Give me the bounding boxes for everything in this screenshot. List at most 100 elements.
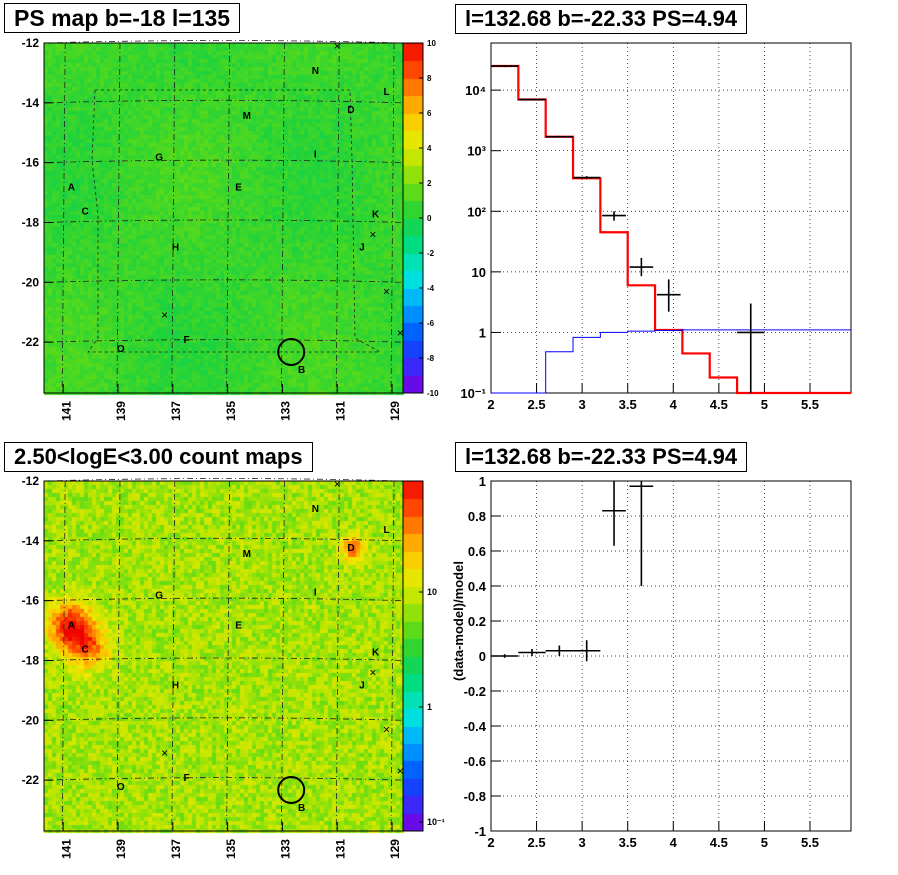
residual-ytick-label: -1 — [474, 824, 486, 839]
spectrum-ytick-label: 10⁴ — [465, 83, 486, 98]
ps-map-source-label: C — [81, 207, 88, 218]
spectrum-xtick-label: 4 — [670, 397, 678, 412]
count-map-grid-l — [390, 480, 395, 832]
count-map-x-marker: × — [334, 477, 341, 491]
ps-map-colorbar-label: 4 — [427, 144, 432, 153]
ps-map-grid-l — [116, 42, 121, 394]
spectrum-xtick-label: 2.5 — [528, 397, 546, 412]
count-map-source-label: K — [372, 648, 380, 659]
ps-map-grid-l — [171, 42, 176, 394]
ps-map-grid-l — [335, 42, 340, 394]
ps-map-grid-l — [390, 42, 395, 394]
ps-map-ytick-label: -22 — [22, 335, 40, 349]
count-map-ps-circle — [277, 776, 306, 805]
residual-ytick-label: 0 — [479, 649, 486, 664]
ps-map-region-outline — [87, 89, 382, 353]
count-map-xtick-label: 135 — [224, 839, 238, 859]
ps-map-xtick-label: 129 — [388, 401, 402, 421]
count-map-ytick-label: -20 — [22, 713, 40, 727]
ps-map-source-label: B — [298, 365, 305, 376]
count-map-source-label: D — [347, 543, 354, 554]
residual-ytick-label: -0.4 — [464, 719, 487, 734]
ps-map-ps-circle — [277, 338, 306, 367]
ps-map-x-marker: × — [161, 308, 168, 322]
spectrum-red-hist — [491, 64, 851, 395]
ps-map-ytick-label: -12 — [22, 36, 40, 50]
count-map-xtick-label: 139 — [114, 839, 128, 859]
residual-xtick-label: 4 — [670, 835, 678, 850]
count-map-ytick-label: -16 — [22, 594, 40, 608]
residual-ytick-label: 0.2 — [468, 614, 486, 629]
count-map-colorbar-label: 10 — [427, 587, 437, 597]
ps-map-source-label: D — [347, 105, 354, 116]
ps-map-colorbar-label: 2 — [427, 179, 432, 188]
residual-ytick-label: -0.8 — [464, 789, 486, 804]
count-map-grid-l — [171, 480, 176, 832]
count-map-xtick-label: 129 — [388, 839, 402, 859]
residual-ytick-label: 0.8 — [468, 509, 486, 524]
count-map-ytick-label: -12 — [22, 474, 40, 488]
count-map-source-label: J — [359, 680, 365, 691]
count-map-grid-b — [43, 657, 404, 661]
count-map-x-marker: × — [397, 764, 404, 778]
ps-map-source-label: E — [235, 183, 242, 194]
ps-map-colorbar-label: 6 — [427, 109, 432, 118]
ps-map-grid-l — [61, 42, 66, 394]
ps-map-ytick-label: -20 — [22, 275, 40, 289]
count-map-source-label: O — [117, 782, 125, 793]
residual-ylabel: (data-model)/model — [451, 561, 466, 681]
count-map-source-label: N — [312, 504, 319, 515]
residual-ytick-label: 0.4 — [468, 579, 487, 594]
ps-map-grid-b — [43, 159, 404, 164]
ps-map-ytick-label: -14 — [22, 96, 40, 110]
ps-map-source-label: A — [68, 183, 75, 194]
ps-map-source-label: G — [155, 153, 163, 164]
count-map-x-marker: × — [369, 665, 376, 679]
residual-ytick-label: -0.6 — [464, 754, 486, 769]
residual-xtick-label: 4.5 — [710, 835, 728, 850]
count-map-source-label: C — [81, 645, 88, 656]
spectrum-blue-hist — [491, 329, 851, 394]
count-map-source-label: M — [243, 549, 251, 560]
residual-ytick-label: 0.6 — [468, 544, 486, 559]
spectrum-ytick-label: 1 — [479, 325, 486, 340]
spectrum-ytick-label: 10³ — [467, 144, 486, 159]
residual-ytick-label: -0.2 — [464, 684, 486, 699]
spectrum-xtick-label: 5.5 — [801, 397, 819, 412]
ps-map-colorbar-label: 0 — [427, 214, 432, 223]
count-map-xtick-label: 141 — [59, 839, 73, 859]
spectrum-xtick-label: 3.5 — [619, 397, 637, 412]
spectrum-xtick-label: 5 — [761, 397, 768, 412]
ps-map-source-label: H — [172, 242, 179, 253]
residual-title: l=132.68 b=-22.33 PS=4.94 — [455, 442, 748, 472]
residual-xtick-label: 2 — [487, 835, 494, 850]
count-map-colorbar-label: 10⁻¹ — [427, 817, 445, 827]
spectrum-xtick-label: 4.5 — [710, 397, 728, 412]
spectrum-ytick-label: 10 — [472, 265, 486, 280]
count-map-source-label: I — [314, 588, 317, 599]
count-map-source-label: E — [235, 621, 242, 632]
ps-map-source-label: M — [243, 111, 251, 122]
residual-xtick-label: 2.5 — [528, 835, 546, 850]
ps-map-x-marker: × — [397, 326, 404, 340]
ps-map-xtick-label: 133 — [279, 401, 293, 421]
ps-map-grid-b — [43, 99, 404, 104]
ps-map-x-marker: × — [334, 39, 341, 53]
count-map-xtick-label: 131 — [333, 839, 347, 859]
count-map-grid-l — [116, 480, 121, 832]
count-map-ytick-label: -14 — [22, 534, 40, 548]
ps-map-grid-b — [43, 339, 404, 343]
count-map-source-label: A — [68, 621, 75, 632]
count-map-source-label: F — [183, 773, 189, 784]
ps-map-grid-l — [281, 42, 285, 394]
ps-map-source-label: I — [314, 150, 317, 161]
ps-map-colorbar-label: -6 — [427, 319, 435, 328]
ps-map-xtick-label: 139 — [114, 401, 128, 421]
count-map-grid-b — [43, 717, 404, 721]
count-map-title: 2.50<logE<3.00 count maps — [4, 442, 313, 472]
ps-map-source-label: K — [372, 210, 380, 221]
ps-map-source-label: O — [117, 344, 125, 355]
ps-map-colorbar-label: -10 — [427, 389, 439, 398]
count-map-xtick-label: 137 — [169, 839, 183, 859]
count-map-colorbar-label: 1 — [427, 702, 432, 712]
